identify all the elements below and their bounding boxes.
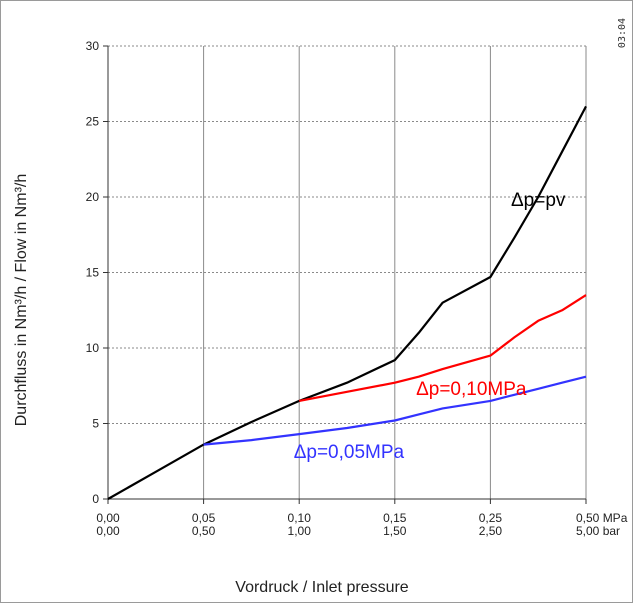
x-tick-label-mpa: 0,25 — [479, 511, 503, 525]
x-tick-label-bar: 0,00 — [96, 524, 120, 538]
x-tick-label-bar: 0,50 — [192, 524, 216, 538]
series-group — [107, 105, 587, 500]
x-tick-label-bar: 1,00 — [288, 524, 312, 538]
x-tick-label-mpa: 0,00 — [96, 511, 120, 525]
grid — [108, 45, 587, 499]
curve-labels: Δp=pv Δp=0,10MPa Δp=0,05MPa — [294, 190, 566, 463]
label-dp-pv: Δp=pv — [511, 190, 566, 211]
y-tick-labels: 0 5 10 15 20 25 30 — [86, 39, 100, 506]
x-axis-title: Vordruck / Inlet pressure — [235, 579, 409, 596]
x-tick-label-bar: 2,50 — [479, 524, 503, 538]
y-tick-label: 30 — [86, 39, 100, 53]
label-dp-0-05mpa: Δp=0,05MPa — [294, 442, 405, 463]
x-tick-label-bar: 5,00 bar — [576, 524, 620, 538]
x-tick-label-mpa: 0,50 MPa — [576, 511, 628, 525]
axes — [103, 45, 587, 504]
x-tick-label-mpa: 0,05 — [192, 511, 216, 525]
curve-dp-0-10mpa — [298, 294, 587, 402]
x-tick-label-mpa: 0,15 — [383, 511, 407, 525]
x-tick-label-mpa: 0,10 — [288, 511, 312, 525]
y-tick-label: 15 — [86, 266, 100, 280]
x-tick-label-bar: 1,50 — [383, 524, 407, 538]
curve-dp-0-05mpa — [203, 375, 587, 446]
y-tick-label: 0 — [92, 492, 99, 506]
y-tick-label: 10 — [86, 341, 100, 355]
curve-dp-pv — [107, 105, 587, 500]
y-axis-title: Durchfluss in Nm³/h / Flow in Nm³/h — [13, 174, 30, 427]
y-tick-label: 20 — [86, 190, 100, 204]
y-tick-label: 25 — [86, 115, 100, 129]
y-tick-label: 5 — [92, 417, 99, 431]
timestamp: 03:04 — [617, 18, 628, 48]
label-dp-0-10mpa: Δp=0,10MPa — [416, 379, 527, 400]
x-tick-labels: 0,000,00 0,050,50 0,101,00 0,151,50 0,252,50… — [96, 511, 627, 538]
